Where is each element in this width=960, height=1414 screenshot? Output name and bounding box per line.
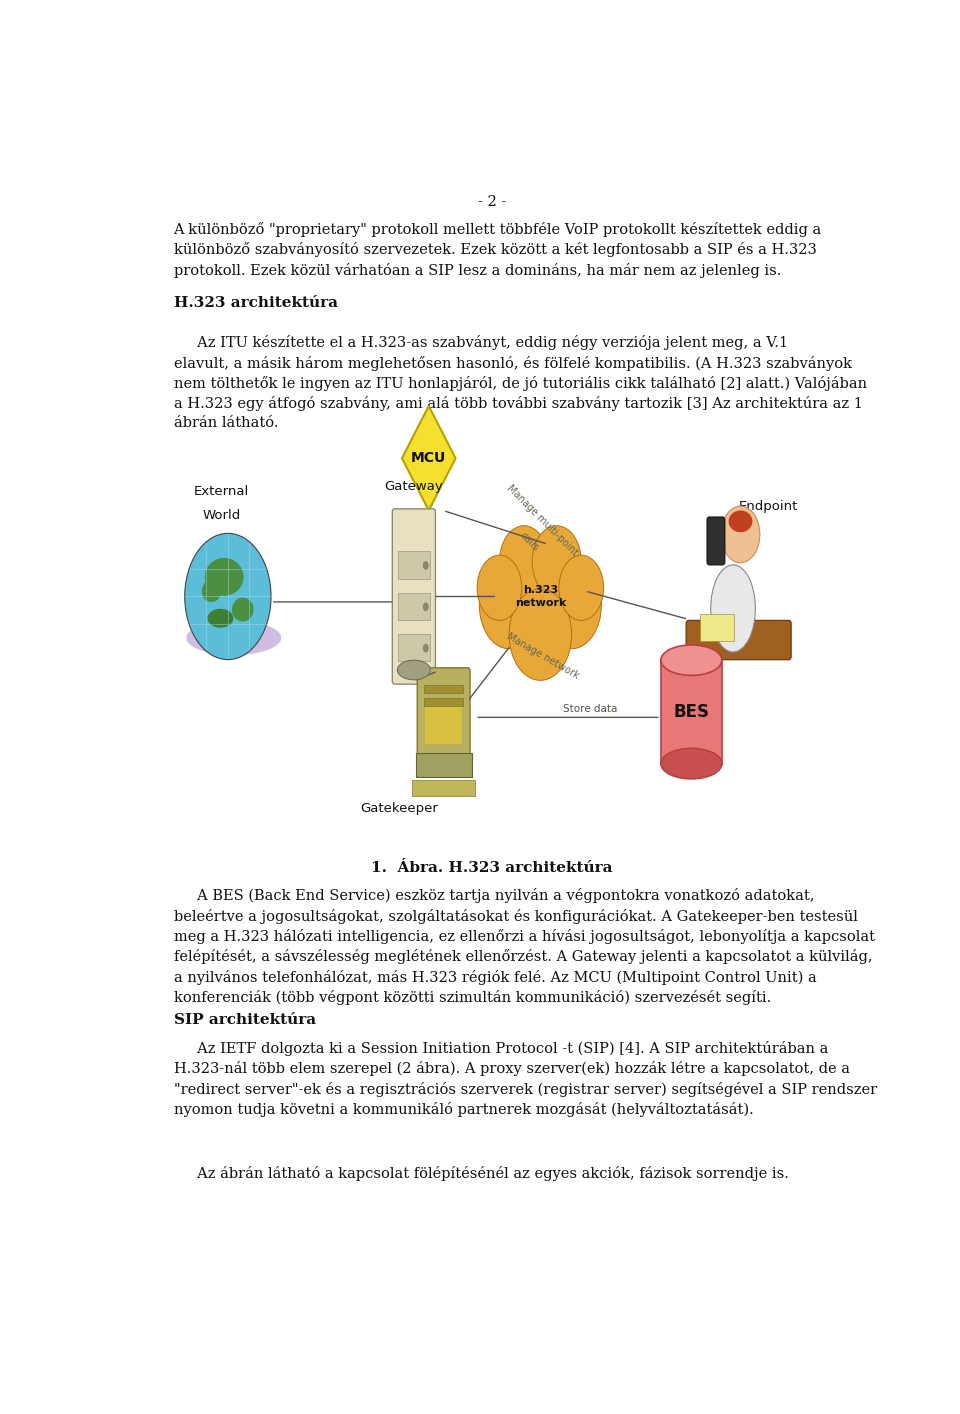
Bar: [660, 660, 722, 764]
FancyBboxPatch shape: [393, 509, 436, 684]
Text: Az IETF dolgozta ki a Session Initiation Protocol -t (SIP) [4]. A SIP architektú: Az IETF dolgozta ki a Session Initiation…: [174, 1041, 876, 1117]
Circle shape: [559, 556, 604, 621]
Circle shape: [184, 533, 271, 659]
Circle shape: [422, 643, 429, 652]
Text: External: External: [194, 485, 249, 499]
Bar: [416, 752, 471, 776]
FancyBboxPatch shape: [707, 518, 725, 566]
Text: Store data: Store data: [563, 704, 617, 714]
Text: Az ITU készítette el a H.323-as szabványt, eddig négy verziója jelent meg, a V.1: Az ITU készítette el a H.323-as szabvány…: [174, 335, 867, 430]
Bar: [398, 551, 429, 578]
Circle shape: [721, 506, 760, 563]
Text: BES: BES: [673, 703, 709, 721]
Text: SIP architektúra: SIP architektúra: [174, 1014, 316, 1028]
Ellipse shape: [660, 645, 722, 676]
Text: - 2 -: - 2 -: [478, 195, 506, 209]
Circle shape: [422, 561, 429, 570]
FancyBboxPatch shape: [686, 621, 791, 659]
FancyBboxPatch shape: [418, 667, 470, 756]
Bar: [700, 614, 733, 641]
Text: Manage network: Manage network: [505, 632, 581, 682]
Ellipse shape: [207, 609, 233, 628]
Text: Az ábrán látható a kapcsolat fölépítésénél az egyes akciók, fázisok sorrendje is: Az ábrán látható a kapcsolat fölépítésén…: [174, 1167, 788, 1181]
Bar: [398, 592, 429, 619]
Text: MCU: MCU: [411, 451, 446, 465]
Bar: [412, 781, 475, 796]
Text: A különböző "proprietary" protokoll mellett többféle VoIP protokollt készítettek: A különböző "proprietary" protokoll mell…: [174, 222, 822, 277]
Ellipse shape: [710, 566, 756, 652]
Ellipse shape: [202, 580, 221, 602]
Ellipse shape: [397, 660, 430, 680]
Text: Manage multi-point: Manage multi-point: [505, 484, 580, 557]
Circle shape: [532, 526, 581, 598]
Text: 1.  Ábra. H.323 architektúra: 1. Ábra. H.323 architektúra: [372, 861, 612, 875]
Text: h.323
network: h.323 network: [515, 585, 566, 608]
Text: H.323 architektúra: H.323 architektúra: [174, 296, 338, 310]
Text: Gatekeeper: Gatekeeper: [360, 802, 438, 814]
Bar: [424, 684, 464, 693]
Text: A BES (Back End Service) eszköz tartja nyilván a végpontokra vonatkozó adatokat,: A BES (Back End Service) eszköz tartja n…: [174, 888, 875, 1005]
Bar: [424, 697, 464, 707]
Ellipse shape: [186, 621, 281, 655]
Circle shape: [499, 536, 581, 656]
Text: Gateway: Gateway: [385, 479, 444, 492]
Ellipse shape: [729, 510, 753, 532]
Polygon shape: [402, 406, 456, 510]
Ellipse shape: [204, 559, 244, 595]
Circle shape: [422, 602, 429, 611]
Bar: [425, 699, 462, 744]
Circle shape: [499, 526, 548, 598]
Bar: [398, 633, 429, 662]
Circle shape: [509, 588, 571, 680]
Text: calls: calls: [518, 530, 540, 553]
Circle shape: [541, 561, 601, 649]
Ellipse shape: [232, 598, 253, 622]
Circle shape: [477, 556, 522, 621]
Text: World: World: [203, 509, 241, 522]
Text: Endpoint: Endpoint: [739, 499, 799, 513]
Ellipse shape: [660, 748, 722, 779]
Circle shape: [479, 561, 539, 649]
